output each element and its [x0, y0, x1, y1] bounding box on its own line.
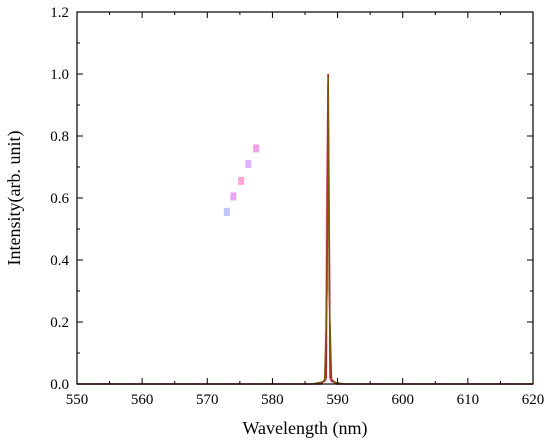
tick-layer [76, 11, 534, 385]
legend-marker [238, 176, 245, 185]
y-tick-label: 1.0 [50, 67, 69, 83]
x-tick-label: 550 [66, 392, 89, 408]
series-line [77, 77, 533, 385]
series-line [77, 89, 533, 385]
series-line [77, 83, 533, 385]
x-tick-label: 560 [131, 392, 154, 408]
legend-marker [253, 144, 260, 153]
y-tick-label: 1.2 [50, 5, 69, 21]
x-tick-labels: 550 560 570 580 590 600 610 620 [66, 392, 545, 408]
y-tick-label: 0.8 [50, 129, 69, 145]
legend-marker [223, 207, 230, 216]
x-tick-label: 600 [391, 392, 414, 408]
y-tick-label: 0.2 [50, 315, 69, 331]
x-tick-label: 620 [522, 392, 545, 408]
y-axis-title: Intensity(arb. unit) [4, 131, 25, 266]
legend-marker [230, 192, 237, 201]
legend-markers [223, 144, 260, 216]
y-tick-label: 0.6 [50, 191, 69, 207]
legend-marker [245, 159, 252, 168]
x-tick-label: 580 [261, 392, 284, 408]
series-line [77, 73, 533, 385]
x-axis-title: Wavelength (nm) [242, 418, 367, 439]
x-tick-label: 590 [326, 392, 349, 408]
x-tick-label: 570 [196, 392, 219, 408]
plot-frame [76, 11, 534, 385]
y-tick-label: 0.4 [50, 253, 69, 269]
y-tick-labels: 0.0 0.2 0.4 0.6 0.8 1.0 1.2 [50, 5, 69, 393]
x-tick-label: 610 [457, 392, 480, 408]
series-layer [77, 73, 533, 385]
y-tick-label: 0.0 [50, 377, 69, 393]
